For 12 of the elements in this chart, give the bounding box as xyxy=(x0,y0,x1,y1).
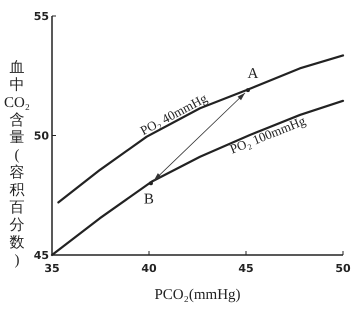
y-tick-label: 45 xyxy=(34,249,49,262)
y-tick-label: 55 xyxy=(34,10,49,23)
text: 血中CO₂含量(容积百分数) xyxy=(4,60,30,268)
x-tick-label: 50 xyxy=(335,262,351,275)
x-axis-title: PCO₂(mmHg) xyxy=(154,287,241,303)
annotation: B xyxy=(144,191,154,208)
x-tick-label: 40 xyxy=(141,262,157,275)
y-tick-label: 50 xyxy=(34,130,50,142)
annotation: A xyxy=(248,66,259,82)
x-tick-label: 35 xyxy=(44,262,60,275)
x-tick-label: 45 xyxy=(238,262,254,275)
line-series xyxy=(57,54,344,204)
